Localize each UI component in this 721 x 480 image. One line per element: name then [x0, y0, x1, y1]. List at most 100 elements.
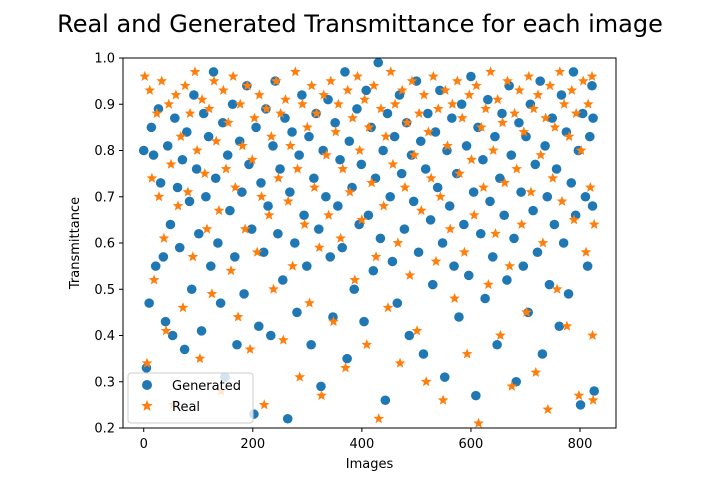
x-tick-label: 600 — [459, 437, 484, 452]
real-point — [191, 144, 203, 156]
generated-point — [418, 349, 429, 359]
real-point — [349, 274, 361, 285]
series-generated — [138, 57, 599, 424]
generated-point — [294, 150, 304, 160]
real-point — [347, 112, 358, 123]
x-tick-label: 0 — [140, 437, 148, 452]
real-point — [487, 144, 499, 156]
real-point — [275, 107, 286, 119]
generated-point — [495, 173, 505, 184]
generated-point — [172, 182, 183, 193]
real-point — [282, 195, 294, 206]
generated-point — [587, 80, 597, 91]
generated-point — [316, 381, 326, 392]
real-point — [361, 339, 373, 350]
real-point — [439, 84, 451, 95]
real-point — [506, 380, 518, 391]
generated-point — [549, 219, 560, 230]
legend-real-label: Real — [172, 400, 200, 415]
generated-point — [516, 187, 526, 197]
real-point — [492, 94, 503, 105]
generated-point — [337, 242, 348, 253]
generated-point — [237, 187, 247, 197]
generated-point — [430, 127, 441, 137]
real-point — [573, 390, 585, 401]
real-point — [302, 121, 313, 132]
generated-point — [342, 353, 352, 364]
real-point — [385, 66, 397, 77]
real-point — [396, 84, 408, 95]
generated-point — [273, 228, 283, 239]
generated-point — [499, 210, 510, 221]
generated-point — [344, 136, 355, 147]
generated-point — [155, 178, 166, 188]
real-point — [588, 218, 600, 230]
generated-point — [483, 94, 493, 105]
generated-point — [356, 159, 367, 170]
generated-point — [198, 108, 209, 119]
real-point — [461, 348, 473, 359]
generated-point — [506, 150, 517, 160]
real-point — [273, 172, 284, 183]
real-point — [556, 195, 568, 206]
generated-point — [230, 252, 240, 262]
generated-point — [206, 261, 216, 271]
generated-point — [330, 117, 340, 128]
x-axis-label: Images — [346, 457, 394, 472]
real-point — [179, 80, 191, 91]
real-point — [244, 343, 256, 354]
real-point — [175, 131, 187, 142]
generated-point — [208, 67, 219, 77]
generated-point — [186, 284, 197, 295]
y-tick-label: 0.4 — [94, 329, 115, 344]
real-point — [380, 131, 392, 142]
real-point — [561, 320, 573, 331]
generated-point — [408, 196, 419, 207]
real-point — [213, 205, 225, 216]
generated-point — [222, 150, 233, 160]
real-point — [304, 297, 315, 308]
generated-point — [544, 279, 555, 290]
generated-point — [563, 289, 574, 299]
generated-point — [375, 233, 386, 244]
real-point — [408, 149, 420, 160]
generated-point — [177, 154, 188, 165]
points-layer — [138, 57, 600, 428]
generated-point — [239, 289, 249, 299]
real-point — [177, 302, 189, 313]
generated-point — [528, 205, 538, 216]
real-point — [466, 154, 477, 165]
real-point — [382, 302, 394, 313]
generated-point — [575, 400, 586, 410]
real-point — [148, 274, 160, 285]
generated-point — [396, 168, 407, 179]
generated-point — [174, 242, 185, 253]
generated-point — [297, 90, 307, 100]
generated-point — [587, 201, 598, 211]
real-point — [314, 242, 325, 253]
generated-point — [146, 122, 157, 133]
generated-point — [423, 108, 433, 119]
generated-point — [404, 330, 415, 341]
real-point — [156, 75, 168, 86]
real-point — [475, 121, 487, 132]
generated-point — [463, 270, 474, 281]
y-tick-label: 0.5 — [94, 283, 115, 298]
chart-title: Real and Generated Transmittance for eac… — [57, 10, 663, 38]
real-point — [537, 237, 549, 248]
generated-point — [265, 330, 276, 341]
generated-point — [275, 164, 285, 174]
real-point — [563, 131, 575, 142]
real-point — [406, 75, 418, 86]
real-point — [530, 366, 542, 378]
real-point — [404, 269, 416, 280]
real-point — [568, 214, 580, 225]
generated-point — [301, 261, 312, 271]
generated-point — [251, 122, 261, 133]
generated-point — [425, 215, 436, 225]
real-point — [437, 394, 449, 405]
real-point — [333, 98, 344, 109]
generated-point — [456, 99, 467, 110]
real-point — [540, 112, 551, 123]
generated-point — [449, 261, 459, 271]
